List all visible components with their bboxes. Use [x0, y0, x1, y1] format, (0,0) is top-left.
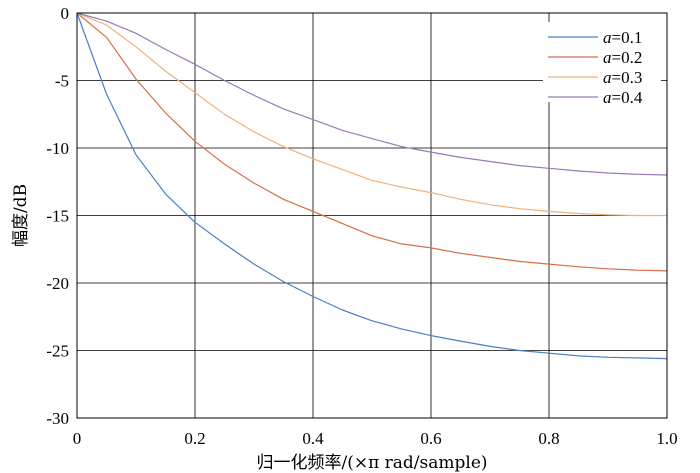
legend-variable: a [603, 68, 612, 87]
legend-label: a=0.4 [603, 88, 643, 107]
y-tick-label: -30 [46, 409, 69, 428]
y-tick-label: -10 [46, 139, 69, 158]
series-line-4 [76, 12, 668, 176]
x-tick-label: 0.6 [420, 429, 441, 448]
legend-value: =0.1 [612, 28, 643, 47]
x-tick-label: 0.8 [538, 429, 559, 448]
x-tick-label: 0.4 [302, 429, 324, 448]
y-tick-label: 0 [61, 4, 70, 23]
legend-label: a=0.1 [603, 28, 642, 47]
y-tick-label: -20 [46, 274, 69, 293]
y-tick-label: -5 [55, 72, 69, 91]
legend-label: a=0.2 [603, 48, 642, 67]
tick-labels: 0 0.2 0.4 0.6 0.8 1.0 0 -5 -10 -15 -20 -25 -30 [46, 4, 677, 448]
series-lines [76, 12, 668, 360]
legend-value: =0.4 [612, 88, 643, 107]
legend-variable: a [603, 88, 612, 107]
y-tick-label: -25 [46, 342, 69, 361]
y-axis-label: 幅度/dB [11, 184, 31, 247]
series-line-1 [76, 12, 668, 360]
x-tick-label: 0 [73, 429, 82, 448]
legend-variable: a [603, 48, 612, 67]
plot-frame [76, 12, 668, 419]
x-tick-label: 0.2 [184, 429, 205, 448]
legend: a=0.1a=0.2a=0.3a=0.4 [543, 22, 661, 107]
legend-value: =0.2 [612, 48, 643, 67]
y-tick-label: -15 [46, 207, 69, 226]
legend-background [543, 22, 661, 102]
series-line-3 [76, 12, 667, 217]
x-axis-label: 归一化频率/(×π rad/sample) [256, 453, 487, 473]
x-tick-label: 1.0 [656, 429, 677, 448]
legend-label: a=0.3 [603, 68, 642, 87]
grid [77, 13, 667, 418]
legend-variable: a [603, 28, 612, 47]
legend-value: =0.3 [612, 68, 643, 87]
series-line-2 [76, 12, 668, 272]
